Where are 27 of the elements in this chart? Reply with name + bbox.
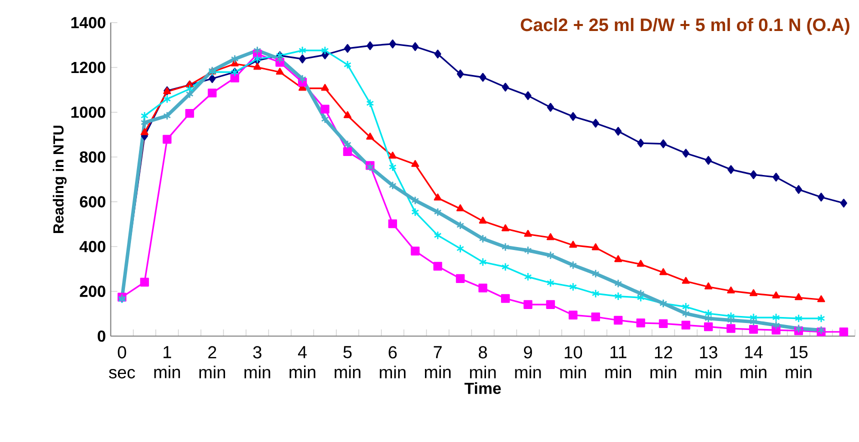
chart-title: Cacl2 + 25 ml D/W + 5 ml of 0.1 N (O.A) bbox=[520, 18, 850, 36]
y-tick-label: 1400 bbox=[71, 17, 106, 29]
y-tick-label: 400 bbox=[80, 241, 106, 252]
y-tick-label: 800 bbox=[80, 152, 106, 163]
x-tick-label: 5 min bbox=[334, 346, 360, 378]
x-tick-label: 3 min bbox=[244, 346, 270, 379]
y-tick-label: 1200 bbox=[71, 62, 106, 74]
y-axis-title: Reading in NTU bbox=[52, 126, 67, 234]
x-tick-label: 14 min bbox=[740, 346, 766, 378]
x-tick-label: 7 min bbox=[424, 346, 451, 378]
x-tick-label: 6 min bbox=[380, 346, 406, 379]
x-tick-label: 12 min bbox=[650, 346, 676, 379]
x-tick-label: 8 min bbox=[470, 346, 496, 379]
x-axis-title: Time bbox=[464, 382, 501, 394]
y-tick-label: 0 bbox=[98, 330, 106, 342]
x-tick-label: 13 min bbox=[696, 346, 722, 379]
x-tick-label: 4 min bbox=[290, 346, 316, 378]
y-tick-label: 600 bbox=[80, 196, 106, 208]
x-tick-label: 10 min bbox=[560, 346, 586, 379]
x-tick-label: 0 sec bbox=[108, 346, 136, 379]
x-tick-label: 2 min bbox=[199, 346, 226, 379]
y-tick-label: 1000 bbox=[71, 106, 106, 118]
x-tick-label: 11 min bbox=[605, 346, 632, 378]
x-tick-label: 9 min bbox=[515, 346, 541, 379]
y-tick-label: 200 bbox=[80, 286, 106, 298]
x-tick-label: 15 min bbox=[786, 346, 812, 378]
x-tick-label: 1 min bbox=[154, 346, 180, 378]
